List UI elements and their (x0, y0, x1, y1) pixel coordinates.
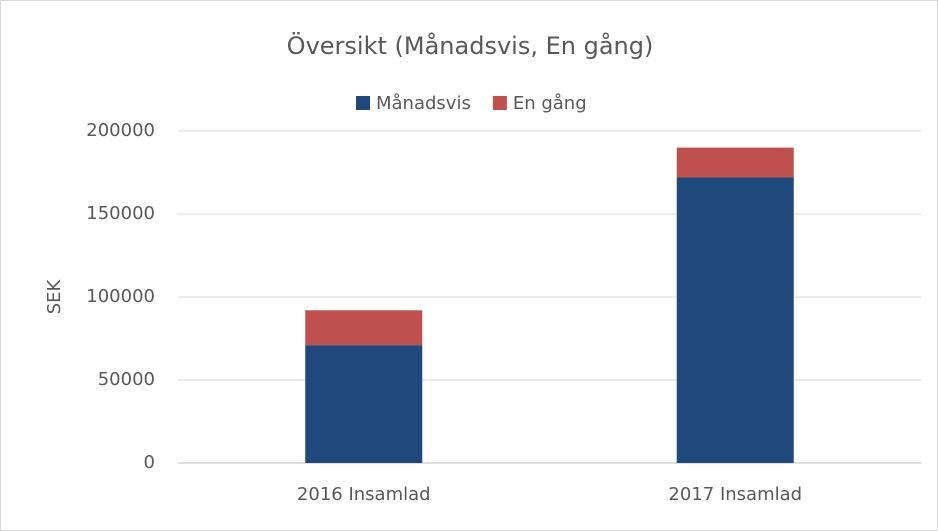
bar-segment (305, 310, 423, 346)
x-tick-label: 2016 Insamlad (297, 484, 431, 505)
bar-segment (676, 177, 794, 464)
legend-swatch (356, 96, 370, 110)
x-tick-label: 2017 Insamlad (668, 484, 802, 505)
y-tick-label: 100000 (86, 286, 155, 307)
y-axis-label: SEK (44, 279, 65, 315)
legend-label: En gång (513, 93, 587, 114)
y-tick-label: 50000 (98, 369, 155, 390)
chart-title: Översikt (Månadsvis, En gång) (287, 31, 654, 60)
bar-segment (305, 345, 423, 463)
bar-segment (676, 147, 794, 178)
y-tick-label: 0 (144, 452, 155, 473)
legend-label: Månadsvis (376, 93, 471, 114)
y-tick-label: 150000 (86, 203, 155, 224)
y-tick-label: 200000 (86, 120, 155, 141)
legend-swatch (492, 96, 507, 110)
